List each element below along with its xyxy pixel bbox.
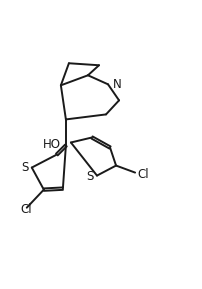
Text: Cl: Cl — [21, 203, 32, 216]
Text: HO: HO — [43, 138, 61, 151]
Text: N: N — [113, 78, 122, 91]
Text: S: S — [21, 161, 29, 174]
Text: Cl: Cl — [137, 168, 149, 181]
Text: S: S — [87, 170, 94, 183]
